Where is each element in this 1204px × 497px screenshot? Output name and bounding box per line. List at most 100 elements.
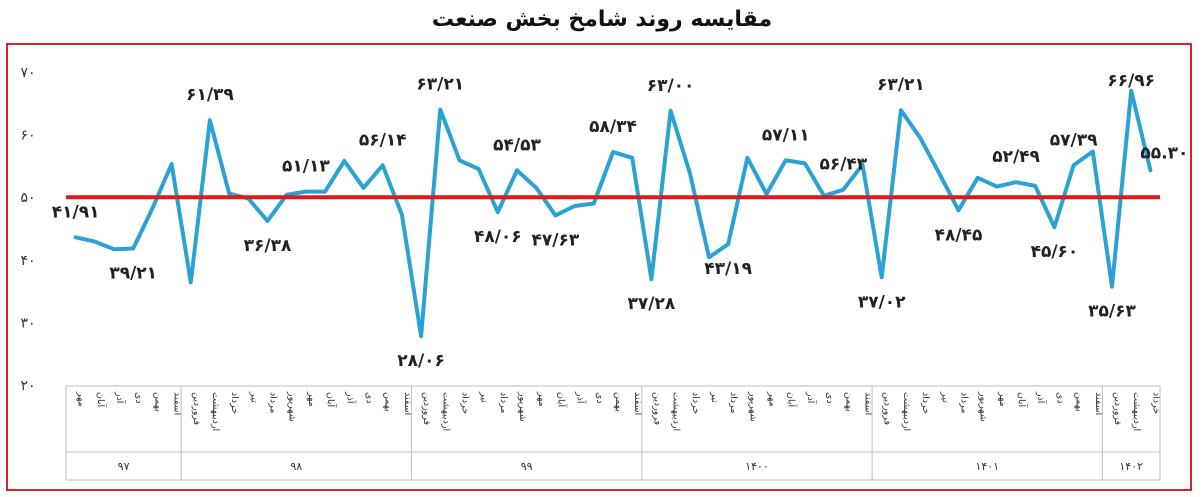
- y-tick-label: ۵۰: [20, 190, 35, 206]
- x-tick-label: آذر: [575, 391, 588, 404]
- x-tick-label: خرداد: [459, 392, 470, 414]
- x-tick-label: فروردین: [421, 392, 432, 425]
- y-tick-label: ۳۰: [20, 315, 35, 331]
- x-tick-label: تیر: [709, 391, 720, 403]
- x-tick-label: اسفند: [863, 392, 874, 415]
- data-label: ۵۷/۱۱: [762, 125, 810, 145]
- x-tick-label: فروردین: [651, 392, 662, 425]
- x-tick-label: مهر: [536, 391, 547, 407]
- data-label: ۶۳/۰۰: [647, 76, 695, 96]
- x-tick-label: بهمن: [152, 392, 163, 412]
- y-tick-label: ۶۰: [20, 128, 35, 144]
- data-label: ۵۵.۳۰: [1140, 143, 1188, 163]
- data-label: ۴۸/۰۶: [474, 227, 522, 247]
- x-tick-label: اردیبهشت: [210, 392, 221, 431]
- x-tick-label: مرداد: [268, 392, 279, 413]
- x-tick-label: اسفند: [172, 392, 183, 415]
- data-label: ۵۱/۱۳: [282, 157, 330, 177]
- x-tick-label: خرداد: [920, 392, 931, 414]
- x-tick-label: آبان: [325, 392, 338, 408]
- x-tick-label: دی: [594, 392, 605, 404]
- data-label: ۴۷/۶۳: [532, 230, 580, 250]
- data-label: ۵۴/۵۳: [493, 135, 541, 155]
- x-tick-label: آذر: [805, 391, 818, 404]
- data-label: ۵۷/۳۹: [1050, 130, 1098, 150]
- x-tick-label: اردیبهشت: [440, 392, 451, 431]
- x-tick-label: بهمن: [843, 392, 854, 412]
- year-label: ۹۹: [521, 460, 533, 473]
- x-tick-label: اردیبهشت: [901, 392, 912, 431]
- data-label: ۴۵/۶۰: [1031, 242, 1079, 262]
- year-label: ۱۴۰۰: [745, 460, 769, 473]
- x-tick-label: شهریور: [517, 391, 528, 422]
- chart-frame: [6, 43, 1192, 491]
- x-tick-label: فروردین: [191, 392, 202, 425]
- x-tick-label: خرداد: [229, 392, 240, 414]
- data-label: ۴۸/۴۵: [935, 225, 983, 245]
- x-tick-label: دی: [133, 392, 144, 404]
- data-labels: ۴۱/۹۱ ۳۹/۲۱ ۶۱/۳۹ ۳۶/۳۸ ۵۱/۱۳ ۵۶/۱۴ ۲۸/۰۶ ۶۳/۲۱…: [52, 71, 1189, 371]
- x-axis: مهر آبان آذر دی بهمن اسفند فروردین اردیبهشت خردا…: [65, 385, 1161, 481]
- data-label: ۶۳/۲۱: [877, 75, 925, 95]
- y-tick-label: ۲۰: [20, 378, 35, 394]
- x-tick-label: تیر: [479, 391, 490, 403]
- x-tick-label: بهمن: [613, 392, 624, 412]
- data-label: ۵۲/۴۹: [992, 147, 1040, 167]
- y-tick-label: ۷۰: [20, 65, 35, 81]
- x-tick-label: شهریور: [287, 391, 298, 422]
- x-tick-label: آذر: [1035, 391, 1048, 404]
- x-tick-label: آذر: [114, 391, 127, 404]
- x-tick-label: مرداد: [958, 392, 969, 413]
- data-label: ۵۸/۳۴: [589, 117, 637, 137]
- x-tick-label: بهمن: [383, 392, 394, 412]
- x-tick-label: مهر: [997, 391, 1008, 407]
- x-tick-label: اسفند: [632, 392, 643, 415]
- y-axis: ۷۰ ۶۰ ۵۰ ۴۰ ۳۰ ۲۰: [20, 65, 35, 394]
- x-tick-label: مرداد: [498, 392, 509, 413]
- data-label: ۳۹/۲۱: [109, 264, 157, 284]
- x-tick-label: اردیبهشت: [1131, 392, 1142, 431]
- x-tick-label: مهر: [306, 391, 317, 407]
- x-tick-label: آبان: [95, 392, 108, 408]
- x-tick-label: آبان: [1016, 392, 1029, 408]
- x-tick-label: فروردین: [882, 392, 893, 425]
- x-tick-label: مهر: [767, 391, 778, 407]
- x-tick-label: اردیبهشت: [671, 392, 682, 431]
- series-group: [66, 88, 1160, 339]
- x-tick-label: مرداد: [728, 392, 739, 413]
- x-tick-label: شهریور: [747, 391, 758, 422]
- data-label: ۳۷/۲۸: [628, 294, 676, 314]
- x-tick-label: تیر: [248, 391, 259, 403]
- data-label: ۶۳/۲۱: [416, 75, 464, 95]
- x-tick-label: دی: [363, 392, 374, 404]
- x-tick-label: اسفند: [1093, 392, 1104, 415]
- year-label: ۹۸: [290, 460, 302, 473]
- data-label: ۴۱/۹۱: [52, 202, 100, 222]
- x-tick-label: خرداد: [1150, 392, 1161, 414]
- data-label: ۳۷/۰۲: [858, 292, 906, 312]
- data-label: ۲۸/۰۶: [397, 351, 445, 371]
- x-tick-label: اسفند: [402, 392, 413, 415]
- x-tick-label: دی: [824, 392, 835, 404]
- data-label: ۵۶/۱۴: [359, 130, 407, 150]
- data-label: ۶۱/۳۹: [186, 85, 234, 105]
- x-tick-label: مهر: [76, 391, 87, 407]
- data-label: ۳۵/۶۳: [1088, 302, 1136, 322]
- x-tick-label: بهمن: [1074, 392, 1085, 412]
- year-label: ۹۷: [118, 460, 130, 473]
- x-tick-label: آبان: [555, 392, 568, 408]
- data-label: ۳۶/۳۸: [244, 236, 292, 256]
- x-tick-label: فروردین: [1112, 392, 1123, 425]
- x-tick-label: شهریور: [978, 391, 989, 422]
- data-label: ۶۶/۹۶: [1107, 71, 1155, 91]
- series-line: [73, 88, 1153, 339]
- x-tick-label: دی: [1054, 392, 1065, 404]
- chart-title: مقایسه روند شامخ بخش صنعت: [431, 7, 773, 32]
- y-tick-label: ۴۰: [20, 253, 35, 269]
- x-tick-label: خرداد: [690, 392, 701, 414]
- data-label: ۴۳/۱۹: [704, 259, 752, 279]
- x-tick-label: تیر: [939, 391, 950, 403]
- year-label: ۱۴۰۲: [1119, 460, 1143, 473]
- year-label: ۱۴۰۱: [975, 460, 999, 473]
